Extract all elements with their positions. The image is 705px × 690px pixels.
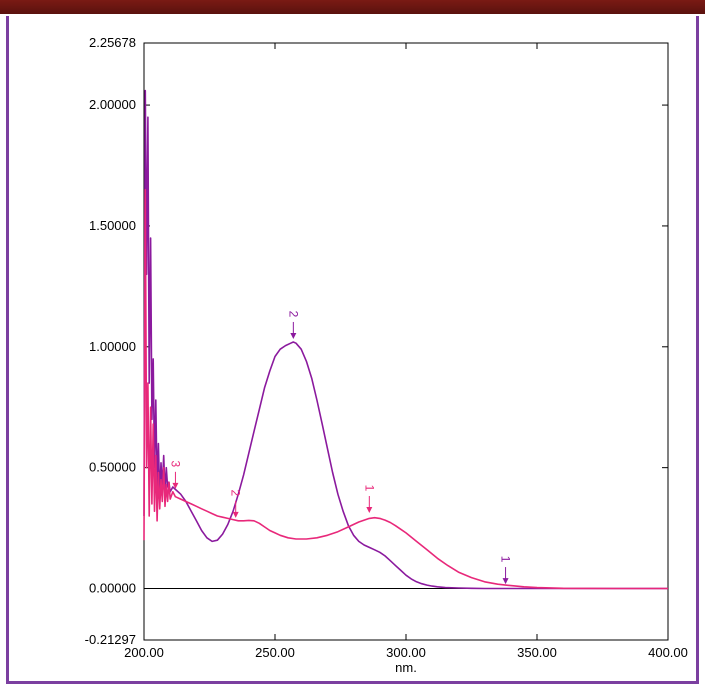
peak-label: 3 [168, 460, 182, 467]
figure-frame [6, 16, 699, 684]
peak-label: 2 [229, 489, 243, 496]
series-line-2 [143, 188, 668, 590]
y-tick-label: -0.21297 [85, 632, 136, 647]
x-axis-label: nm. [395, 660, 417, 675]
y-tick-label: 0.50000 [89, 460, 136, 475]
y-tick-label: 0.00000 [89, 581, 136, 596]
peak-marker-arrow [366, 507, 373, 514]
top-bar [0, 0, 705, 14]
x-tick-label: 300.00 [386, 645, 426, 660]
peak-label: 2 [286, 311, 300, 318]
series-layer [143, 89, 668, 590]
peak-marker-arrow [502, 578, 509, 585]
x-tick-label: 200.00 [124, 645, 164, 660]
x-tick-label: 250.00 [255, 645, 295, 660]
x-axis: 200.00 250.00 300.00 350.00 400.00 [124, 43, 688, 660]
peak-marker-arrow [232, 511, 239, 518]
y-tick-label: 1.00000 [89, 339, 136, 354]
y-tick-label: 1.50000 [89, 218, 136, 233]
plot-area [143, 42, 669, 641]
peak-marker-arrow [290, 332, 297, 339]
y-tick-label: 2.00000 [89, 97, 136, 112]
y-tick-label: 2.25678 [89, 35, 136, 50]
peak-label: 1 [499, 556, 513, 563]
y-axis: 2.25678 2.00000 1.50000 1.00000 0.50000 0.000… [85, 35, 668, 647]
annotation-layer: 1 2 3 2 1 [168, 311, 513, 585]
x-tick-label: 400.00 [648, 645, 688, 660]
x-tick-label: 350.00 [517, 645, 557, 660]
series-line-1 [143, 89, 668, 590]
peak-marker-arrow [172, 482, 179, 489]
peak-label: 1 [362, 485, 376, 492]
